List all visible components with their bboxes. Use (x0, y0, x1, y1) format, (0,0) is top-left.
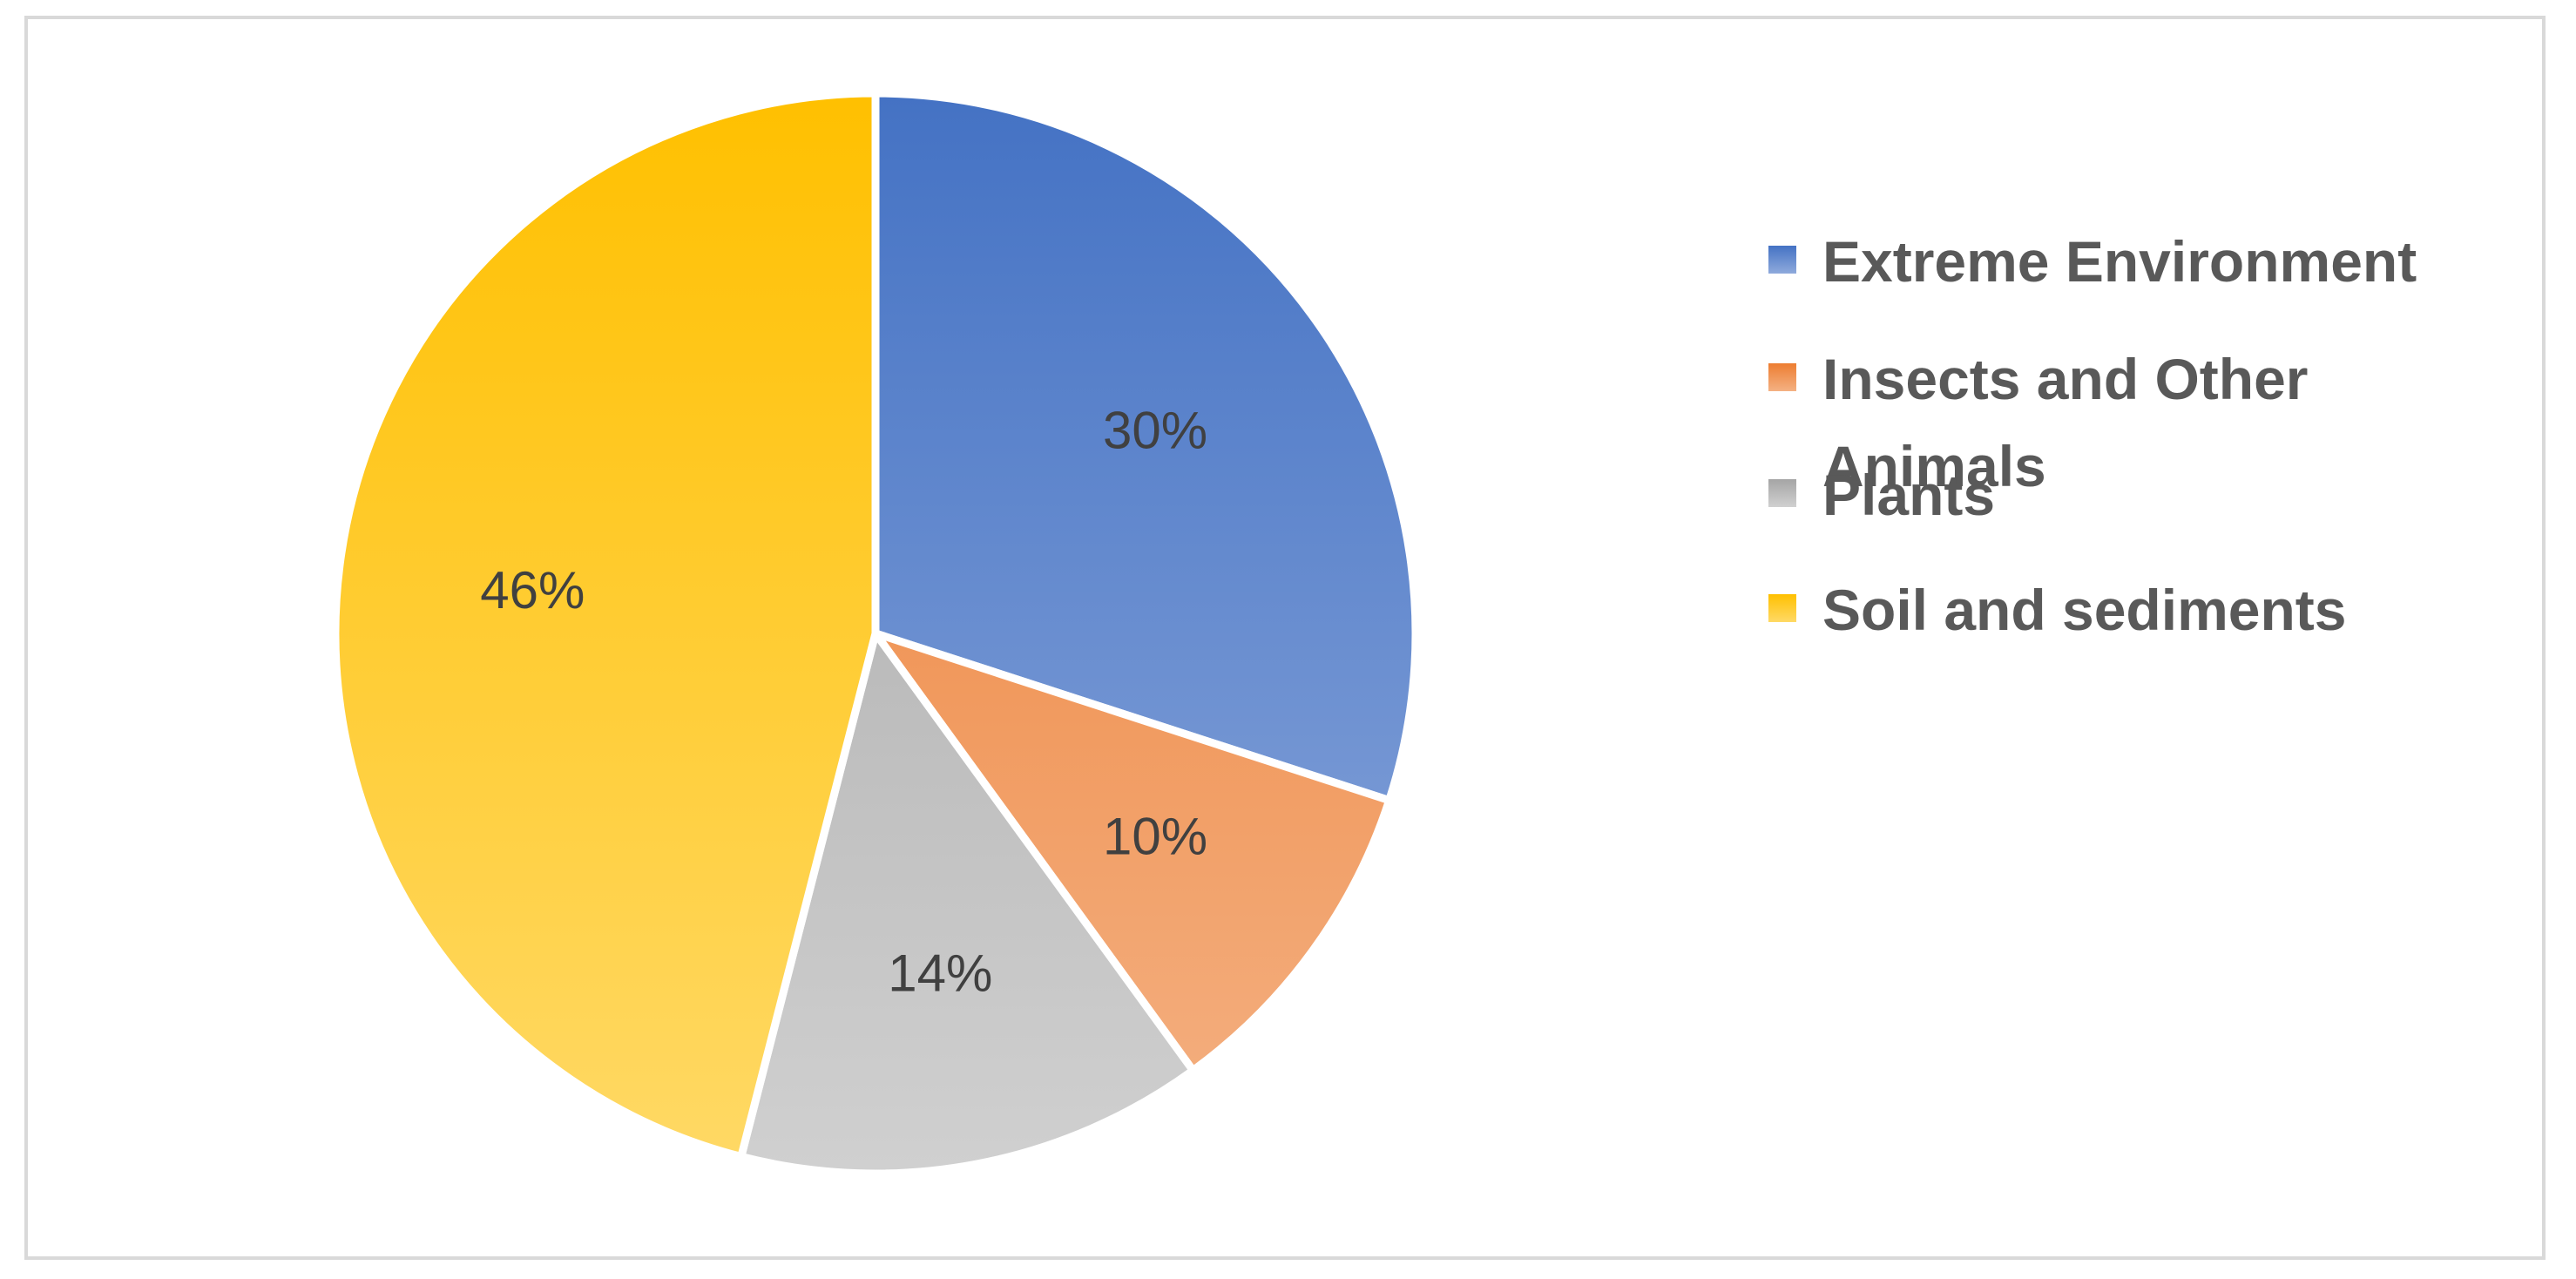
legend-label: Soil and sediments (1822, 578, 2347, 642)
legend-label: Extreme Environment (1822, 229, 2417, 294)
data-label-extreme-environment: 30% (1103, 401, 1207, 459)
pie-slice-insects-and-other-animals (865, 626, 1395, 1076)
legend-item-plants: Plants (1768, 451, 2502, 538)
data-label-insects-and-other-animals: 10% (1103, 808, 1207, 866)
data-label-plants: 14% (888, 944, 992, 1002)
legend-label: Insects and Other Animals (1822, 347, 2309, 498)
pie-slices (331, 89, 1420, 1178)
pie-slice-plants (736, 624, 1199, 1178)
legend-swatch-plants (1768, 479, 1796, 507)
legend-label: Plants (1822, 463, 1996, 527)
pie-slice-soil-and-sediments (331, 89, 880, 1162)
legend-item-insects-and-other-animals: Insects and Other Animals (1768, 335, 2502, 510)
legend-swatch-extreme-environment (1768, 246, 1796, 274)
pie-data-labels: 30% 10% 14% 46% (480, 401, 1207, 1002)
pie-slice-extreme-environment (871, 89, 1420, 806)
legend-item-soil-and-sediments: Soil and sediments (1768, 566, 2502, 653)
legend-item-extreme-environment: Extreme Environment (1768, 218, 2502, 305)
legend-swatch-soil-and-sediments (1768, 594, 1796, 622)
data-label-soil-and-sediments: 46% (480, 561, 585, 619)
legend-swatch-insects-and-other-animals (1768, 363, 1796, 391)
